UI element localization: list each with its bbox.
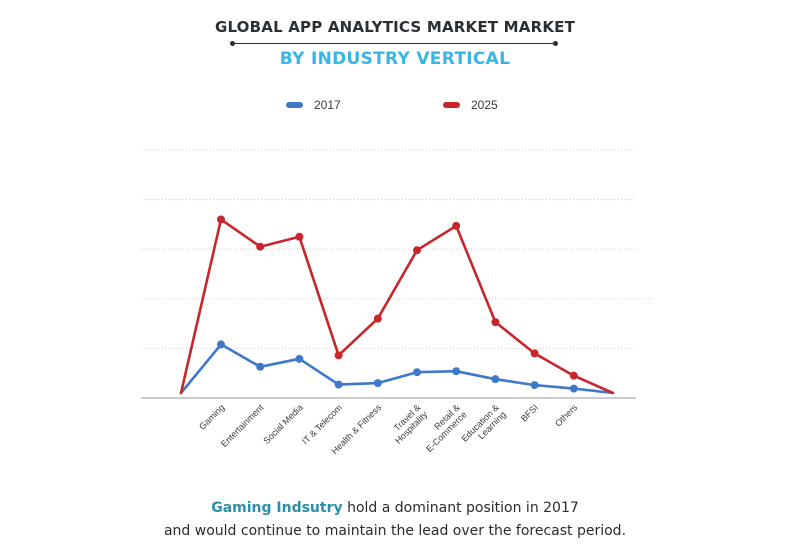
data-point-2025-0 (217, 215, 225, 224)
x-tick-label-line: Gaming (197, 402, 226, 431)
caption-line-1-text: hold a dominant position in 2017 (342, 500, 579, 516)
caption-line-2: and would continue to maintain the lead … (163, 523, 627, 539)
data-point-2017-6 (452, 367, 461, 376)
caption-highlight: Gaming Indsutry (211, 500, 343, 516)
x-tick-label: BFSI (519, 402, 540, 423)
data-point-2025-2 (295, 232, 304, 241)
series-line-2017 (179, 343, 615, 395)
x-tick-label: Others (553, 402, 580, 429)
x-tick-label-line: BFSI (519, 402, 540, 423)
legend-label-2025: 2025 (471, 98, 498, 112)
data-point-2025-5 (413, 246, 421, 255)
caption-line-1: Gaming Indsutry hold a dominant position… (0, 497, 790, 520)
data-point-2017-5 (413, 368, 421, 377)
data-point-2025-7 (491, 318, 500, 327)
data-point-2017-4 (373, 379, 382, 388)
x-tick-label-line: Social Media (261, 402, 305, 446)
data-point-2017-2 (295, 354, 304, 363)
data-point-2025-4 (373, 314, 382, 323)
chart-caption: Gaming Indsutry hold a dominant position… (0, 497, 790, 543)
x-tick-label: Gaming (197, 402, 226, 431)
series-line-2025 (179, 218, 615, 395)
legend-swatch-2017 (286, 102, 303, 108)
chart-subtitle: BY INDUSTRY VERTICAL (279, 49, 511, 69)
data-point-2025-9 (569, 371, 578, 380)
data-point-2017-9 (569, 384, 578, 393)
x-tick-label: Retail &E-Commerce (417, 402, 469, 454)
data-point-2017-0 (217, 340, 225, 349)
x-tick-label: Education &Learning (459, 402, 507, 450)
data-point-2017-7 (491, 375, 500, 384)
chart-legend: 2017 2025 (0, 98, 790, 118)
legend-item-2025: 2025 (443, 98, 498, 112)
data-point-2017-1 (256, 362, 265, 371)
data-point-2025-8 (530, 349, 539, 358)
data-point-2025-6 (452, 221, 461, 230)
legend-item-2017: 2017 (286, 98, 341, 112)
data-point-2017-3 (334, 380, 343, 389)
data-point-2025-3 (334, 351, 343, 360)
chart-title: GLOBAL APP ANALYTICS MARKET MARKET (214, 18, 576, 36)
x-tick-label: Travel &Hospitality (386, 402, 430, 446)
data-point-2025-1 (256, 242, 265, 251)
title-underline (230, 41, 558, 46)
x-tick-label: Social Media (261, 402, 305, 446)
data-point-2017-8 (530, 381, 539, 390)
x-tick-label-line: Others (553, 402, 580, 429)
legend-swatch-2025 (443, 102, 460, 108)
legend-label-2017: 2017 (314, 98, 341, 112)
